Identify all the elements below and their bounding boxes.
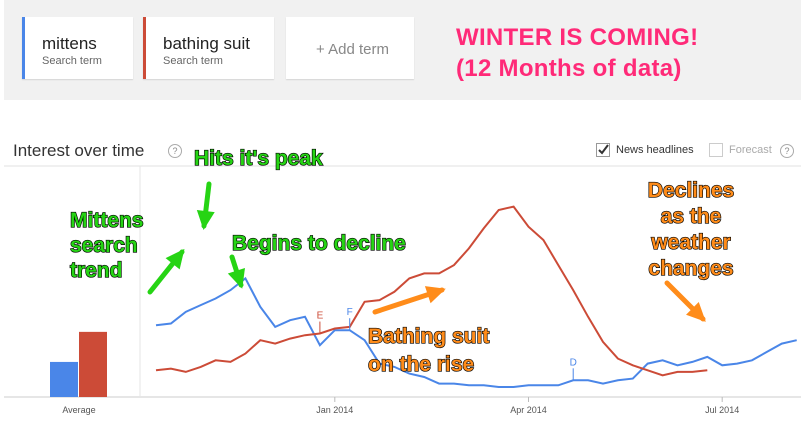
annotation-arrow-head (227, 267, 245, 289)
forecast-label: Forecast (729, 144, 772, 156)
series-line-mittens[interactable] (155, 276, 797, 388)
annotation-weather: Declines as the weather changes (648, 179, 734, 280)
help-icon[interactable]: ? (168, 144, 182, 158)
news-marker-D[interactable]: D (570, 357, 577, 368)
average-label: Average (62, 405, 95, 415)
x-tick-label: Jul 2014 (705, 405, 739, 415)
average-bar-mittens (50, 361, 78, 397)
annotation-decline: Begins to decline (232, 232, 406, 255)
annotation-peak: Hits it's peak (194, 147, 323, 170)
search-term-mittens[interactable]: mittens Search term (22, 17, 133, 79)
annotation-arrow-head (686, 302, 706, 322)
term-subtitle: Search term (42, 55, 102, 67)
series-line-bathing-suit[interactable] (155, 205, 708, 377)
forecast-help-icon[interactable]: ? (780, 144, 794, 158)
news-headlines-label: News headlines (616, 144, 694, 156)
annotation-mittens-trend: Mittens search trend (70, 209, 144, 282)
annotation-arrow-head (424, 286, 446, 304)
x-tick-label: Apr 2014 (510, 405, 547, 415)
average-bar-bathing-suit (79, 331, 107, 397)
term-color-indicator (143, 17, 146, 79)
term-name: mittens (42, 34, 97, 53)
annotation-bathing-rise: Bathing suit on the rise (368, 325, 489, 376)
news-marker-F[interactable]: F (347, 307, 353, 318)
search-term-bathing-suit[interactable]: bathing suit Search term (143, 17, 274, 79)
news-marker-E[interactable]: E (317, 311, 324, 322)
term-color-indicator (22, 17, 25, 79)
term-name: bathing suit (163, 34, 250, 53)
news-headlines-checkbox[interactable] (596, 143, 610, 157)
annotation-arrow-head (196, 210, 215, 230)
add-term-label: + Add term (316, 41, 389, 58)
headline-annotation: WINTER IS COMING! (12 Months of data) (456, 24, 699, 82)
section-title: Interest over time (13, 141, 145, 160)
x-tick-label: Jan 2014 (316, 405, 353, 415)
add-term-button[interactable]: + Add term (286, 17, 414, 79)
annotation-arrow-head (165, 248, 185, 270)
forecast-checkbox[interactable] (709, 143, 723, 157)
checkmark-icon (598, 144, 609, 155)
term-subtitle: Search term (163, 55, 223, 67)
